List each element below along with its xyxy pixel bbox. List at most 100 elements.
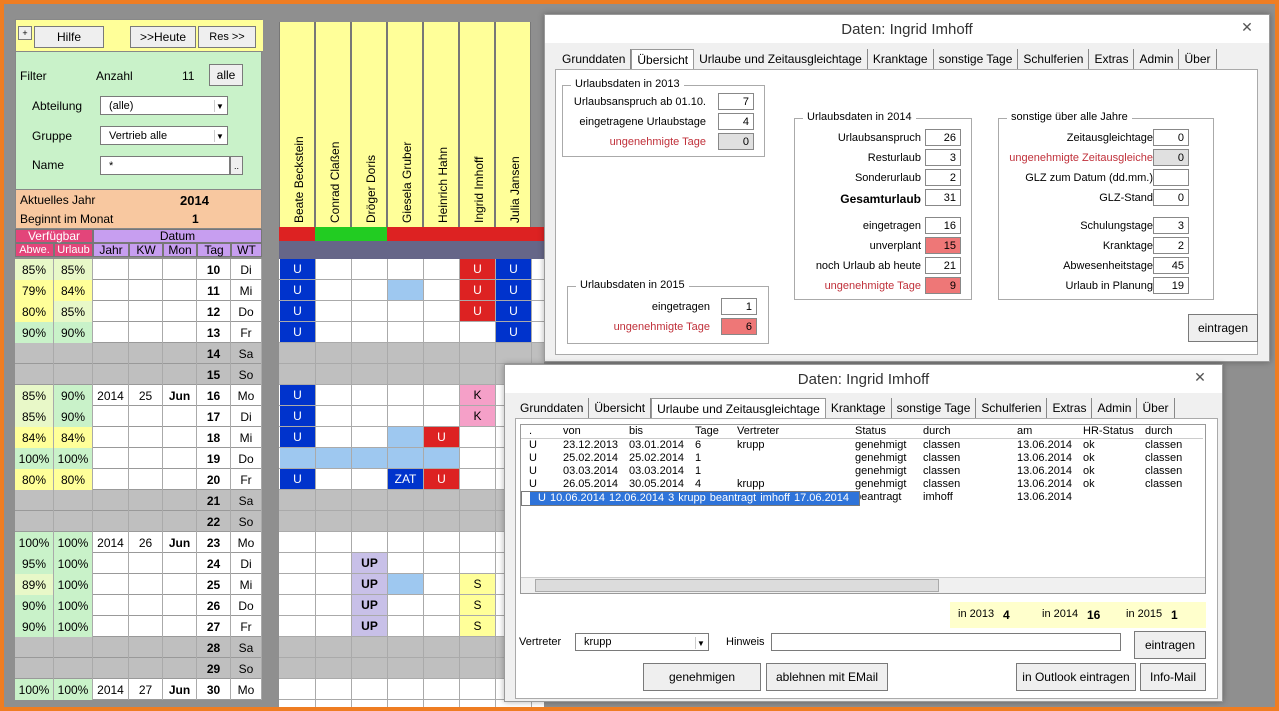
close-icon[interactable]: ✕ — [1194, 368, 1206, 385]
field-value[interactable]: 15 — [925, 237, 961, 254]
absence-mark[interactable] — [280, 448, 315, 468]
tab-1[interactable]: Übersicht — [589, 398, 652, 418]
ablehnen-button[interactable]: ablehnen mit EMail — [766, 663, 888, 691]
column-header[interactable]: von — [561, 425, 627, 439]
absence-mark[interactable]: U — [280, 280, 315, 300]
tab-2[interactable]: Urlaube und Zeitausgleichtage — [651, 398, 826, 418]
absence-mark[interactable]: U — [280, 301, 315, 321]
chevron-down-icon[interactable]: ▼ — [214, 130, 225, 142]
table-row[interactable]: 100% 100% 2014 26 Jun 23 Mo — [15, 532, 262, 553]
absence-mark[interactable]: UP — [352, 553, 387, 573]
hinweis-input[interactable] — [771, 633, 1121, 651]
field-value[interactable]: 31 — [925, 189, 961, 206]
eingetragen-2013[interactable]: 4 — [718, 113, 754, 130]
field-value[interactable]: 0 — [1153, 189, 1189, 206]
tab-3[interactable]: Kranktage — [868, 49, 934, 69]
scrollbar-thumb[interactable] — [535, 579, 939, 592]
tab-8[interactable]: Über — [1137, 398, 1175, 418]
absence-mark[interactable]: U — [280, 322, 315, 342]
tab-6[interactable]: Extras — [1047, 398, 1093, 418]
absence-mark[interactable]: U — [460, 280, 495, 300]
table-row[interactable]: 89% 100% 25 Mi — [15, 574, 262, 595]
employee-column[interactable]: Ingrid Imhoff — [459, 22, 495, 227]
absence-mark[interactable]: U — [280, 427, 315, 447]
gruppe-select[interactable]: Vertrieb alle ▼ — [100, 126, 228, 145]
table-row[interactable]: 100% 100% 19 Do — [15, 448, 262, 469]
field-value[interactable]: 3 — [1153, 217, 1189, 234]
absence-mark[interactable]: U — [424, 469, 459, 489]
field-value[interactable]: 19 — [1153, 277, 1189, 294]
table-row[interactable]: 100% 100% 2014 27 Jun 30 Mo — [15, 679, 262, 700]
absence-mark[interactable]: U — [496, 259, 531, 279]
employee-column[interactable]: Dröger Doris — [351, 22, 387, 227]
absence-mark[interactable]: U — [496, 301, 531, 321]
column-header[interactable]: bis — [627, 425, 693, 439]
field-value[interactable]: 0 — [1153, 149, 1189, 166]
absence-mark[interactable]: UP — [352, 595, 387, 615]
genehmigen-button[interactable]: genehmigen — [643, 663, 761, 691]
vacation-list[interactable]: . von bis Tage Vertreter Status durch am HR-Stat… — [520, 424, 1206, 594]
horizontal-scrollbar[interactable] — [521, 577, 1205, 593]
res-button[interactable]: Res >> — [198, 26, 256, 48]
column-header[interactable]: . — [521, 425, 561, 439]
tab-3[interactable]: Kranktage — [826, 398, 892, 418]
tab-5[interactable]: Schulferien — [976, 398, 1048, 418]
absence-mark[interactable]: U — [460, 259, 495, 279]
table-row[interactable]: 90% 100% 27 Fr — [15, 616, 262, 637]
absence-mark[interactable]: U — [280, 385, 315, 405]
table-row[interactable]: 84% 84% 18 Mi — [15, 427, 262, 448]
name-input[interactable]: * — [100, 156, 230, 175]
table-row[interactable]: 15 So — [15, 364, 262, 385]
absence-mark[interactable]: U — [496, 280, 531, 300]
table-row[interactable]: 90% 90% 13 Fr — [15, 322, 262, 343]
employee-column[interactable]: Heinrich Hahn — [423, 22, 459, 227]
tab-0[interactable]: Grunddaten — [515, 398, 590, 418]
table-row[interactable]: 80% 80% 20 Fr — [15, 469, 262, 490]
field-value[interactable] — [1153, 169, 1189, 186]
absence-mark[interactable] — [388, 574, 423, 594]
absence-mark[interactable] — [388, 280, 423, 300]
employee-column[interactable]: Beate Beckstein — [279, 22, 315, 227]
name-picker-button[interactable]: .. — [230, 156, 243, 175]
vertreter-select[interactable]: krupp ▼ — [575, 633, 709, 651]
list-item[interactable]: U 25.02.2014 25.02.2014 1 genehmigt classen 13… — [521, 452, 1203, 465]
tab-7[interactable]: Admin — [1092, 398, 1138, 418]
field-value[interactable]: 2 — [1153, 237, 1189, 254]
field-value[interactable]: 2 — [925, 169, 961, 186]
eintragen-button[interactable]: eintragen — [1188, 314, 1258, 342]
list-item[interactable]: U 26.05.2014 30.05.2014 4 krupp genehmigt clas… — [521, 478, 1203, 491]
absence-mark[interactable] — [388, 427, 423, 447]
chevron-down-icon[interactable]: ▼ — [695, 637, 706, 649]
expand-button[interactable]: + — [18, 26, 32, 40]
table-row[interactable]: 90% 100% 26 Do — [15, 595, 262, 616]
tab-6[interactable]: Extras — [1089, 49, 1135, 69]
absence-mark[interactable] — [388, 448, 423, 468]
infomail-button[interactable]: Info-Mail — [1140, 663, 1206, 691]
absence-mark[interactable]: U — [280, 406, 315, 426]
abteilung-select[interactable]: (alle) ▼ — [100, 96, 228, 115]
list-item[interactable]: U 10.06.2014 12.06.2014 3 krupp beantragt imho… — [521, 491, 861, 506]
employee-column[interactable]: Conrad Claßen — [315, 22, 351, 227]
table-row[interactable]: 22 So — [15, 511, 262, 532]
absence-mark[interactable]: UP — [352, 616, 387, 636]
hilfe-button[interactable]: Hilfe — [34, 26, 104, 48]
urlaubsanspruch-2013[interactable]: 7 — [718, 93, 754, 110]
table-row[interactable]: 85% 90% 17 Di — [15, 406, 262, 427]
column-header[interactable]: am — [1015, 425, 1081, 439]
close-icon[interactable]: ✕ — [1241, 18, 1253, 35]
absence-mark[interactable]: S — [460, 595, 495, 615]
absence-mark[interactable]: U — [280, 259, 315, 279]
list-item[interactable]: U 03.03.2014 03.03.2014 1 genehmigt classen 13… — [521, 465, 1203, 478]
employee-column[interactable]: Julia Jansen — [495, 22, 531, 227]
table-row[interactable]: 85% 90% 2014 25 Jun 16 Mo — [15, 385, 262, 406]
eintragen-button[interactable]: eintragen — [1134, 631, 1206, 659]
alle-button[interactable]: alle — [209, 64, 243, 86]
absence-mark[interactable] — [352, 448, 387, 468]
absence-mark[interactable]: U — [280, 469, 315, 489]
field-value[interactable]: 3 — [925, 149, 961, 166]
outlook-button[interactable]: in Outlook eintragen — [1016, 663, 1136, 691]
table-row[interactable]: 14 Sa — [15, 343, 262, 364]
absence-mark[interactable]: S — [460, 616, 495, 636]
column-header[interactable]: durch — [1143, 425, 1203, 439]
absence-mark[interactable] — [316, 448, 351, 468]
